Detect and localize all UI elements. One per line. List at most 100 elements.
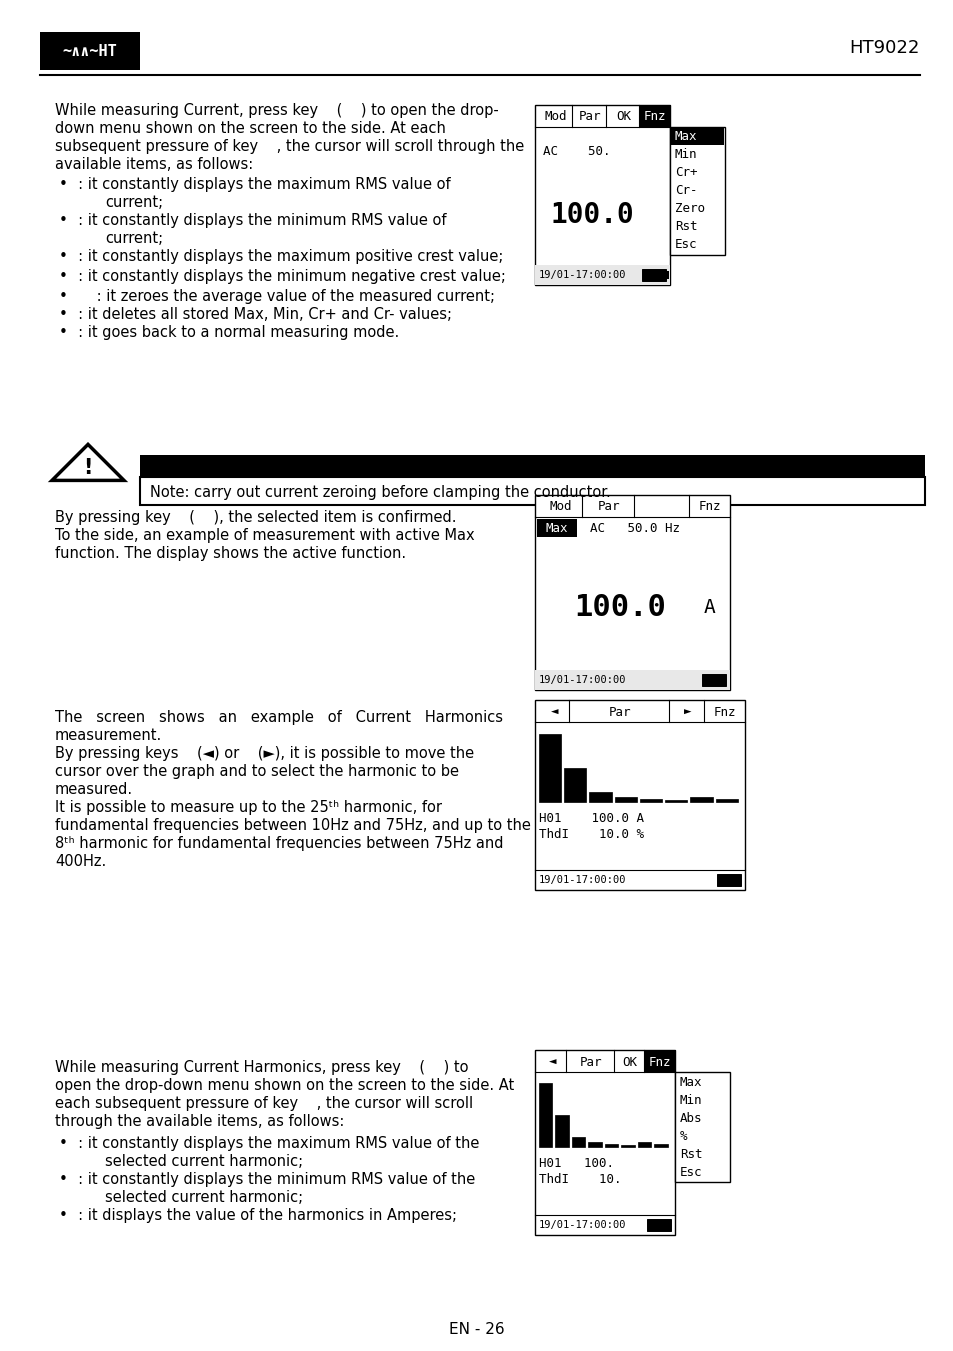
Text: : it constantly displays the maximum RMS value of: : it constantly displays the maximum RMS… <box>55 177 450 192</box>
Bar <box>641 269 665 281</box>
Text: Note: carry out current zeroing before clamping the conductor.: Note: carry out current zeroing before c… <box>150 485 610 500</box>
Text: : it displays the value of the harmonics in Amperes;: : it displays the value of the harmonics… <box>55 1208 456 1223</box>
Text: Abs: Abs <box>679 1112 701 1124</box>
Text: ThdI    10.0 %: ThdI 10.0 % <box>538 828 643 842</box>
Bar <box>535 105 669 285</box>
Text: Fnz: Fnz <box>643 111 665 123</box>
Bar <box>572 1138 585 1147</box>
Bar <box>535 265 669 285</box>
Text: function. The display shows the active function.: function. The display shows the active f… <box>55 546 406 561</box>
Text: : it constantly displays the minimum RMS value of the: : it constantly displays the minimum RMS… <box>55 1173 475 1188</box>
Text: Rst: Rst <box>675 220 697 234</box>
Bar <box>555 1115 568 1147</box>
Text: 100.0: 100.0 <box>550 201 634 230</box>
Bar <box>690 797 712 802</box>
Text: HT9022: HT9022 <box>849 39 919 57</box>
Bar <box>643 1050 676 1071</box>
Bar <box>670 128 723 145</box>
Text: EN - 26: EN - 26 <box>449 1323 504 1337</box>
Bar <box>639 798 661 802</box>
Bar <box>535 1050 675 1235</box>
Text: fundamental frequencies between 10Hz and 75Hz, and up to the: fundamental frequencies between 10Hz and… <box>55 817 530 834</box>
Bar <box>665 272 668 280</box>
Text: •: • <box>59 1136 68 1151</box>
Text: available items, as follows:: available items, as follows: <box>55 157 253 172</box>
Text: Min: Min <box>679 1093 701 1106</box>
Text: By pressing keys    (◄) or    (►), it is possible to move the: By pressing keys (◄) or (►), it is possi… <box>55 746 474 761</box>
Text: While measuring Current, press key    (    ) to open the drop-: While measuring Current, press key ( ) t… <box>55 103 498 118</box>
Bar <box>701 674 725 686</box>
Text: 400Hz.: 400Hz. <box>55 854 106 869</box>
Bar <box>535 700 744 890</box>
Text: Esc: Esc <box>679 1166 701 1178</box>
Text: •: • <box>59 1208 68 1223</box>
Bar <box>537 519 577 536</box>
Text: ThdI    10.: ThdI 10. <box>538 1173 620 1186</box>
Text: 100.0: 100.0 <box>574 593 665 621</box>
Text: selected current harmonic;: selected current harmonic; <box>105 1190 303 1205</box>
Text: •: • <box>59 213 68 228</box>
Text: down menu shown on the screen to the side. At each: down menu shown on the screen to the sid… <box>55 122 445 136</box>
Bar <box>669 127 724 255</box>
Text: Mod: Mod <box>549 500 572 513</box>
Text: •: • <box>59 307 68 322</box>
Text: ~∧∧~HT: ~∧∧~HT <box>63 43 117 58</box>
Text: •: • <box>59 326 68 340</box>
Text: AC   50.0 Hz: AC 50.0 Hz <box>589 521 679 535</box>
Text: %: % <box>679 1129 687 1143</box>
Text: Max: Max <box>679 1075 701 1089</box>
Bar <box>664 800 687 802</box>
Text: To the side, an example of measurement with active Max: To the side, an example of measurement w… <box>55 528 475 543</box>
Text: Fnz: Fnz <box>698 500 720 513</box>
Text: : it goes back to a normal measuring mode.: : it goes back to a normal measuring mod… <box>55 326 399 340</box>
Bar <box>717 874 740 886</box>
Text: Rst: Rst <box>679 1147 701 1161</box>
Bar <box>140 477 924 505</box>
Text: Par: Par <box>608 705 631 719</box>
Text: !: ! <box>83 458 92 478</box>
Text: •: • <box>59 289 68 304</box>
Text: through the available items, as follows:: through the available items, as follows: <box>55 1115 344 1129</box>
Text: measured.: measured. <box>55 782 133 797</box>
Bar <box>675 1071 729 1182</box>
Text: Fnz: Fnz <box>648 1055 671 1069</box>
Text: Fnz: Fnz <box>713 705 736 719</box>
Text: each subsequent pressure of key    , the cursor will scroll: each subsequent pressure of key , the cu… <box>55 1096 473 1111</box>
Text: Cr+: Cr+ <box>675 166 697 180</box>
Text: Max: Max <box>675 131 697 143</box>
Bar <box>604 1144 618 1147</box>
Text: ►: ► <box>683 705 691 719</box>
Text: While measuring Current Harmonics, press key    (    ) to: While measuring Current Harmonics, press… <box>55 1061 468 1075</box>
Bar <box>538 1084 552 1147</box>
Bar <box>40 32 140 70</box>
Text: : it constantly displays the maximum RMS value of the: : it constantly displays the maximum RMS… <box>55 1136 478 1151</box>
Text: 19/01-17:00:00: 19/01-17:00:00 <box>538 875 626 885</box>
Text: Par: Par <box>579 1055 601 1069</box>
Bar <box>715 800 738 802</box>
Text: Par: Par <box>578 111 600 123</box>
Text: 19/01-17:00:00: 19/01-17:00:00 <box>538 676 626 685</box>
Text: open the drop-down menu shown on the screen to the side. At: open the drop-down menu shown on the scr… <box>55 1078 514 1093</box>
Bar <box>614 797 637 802</box>
Text: 8ᵗʰ harmonic for fundamental frequencies between 75Hz and: 8ᵗʰ harmonic for fundamental frequencies… <box>55 836 503 851</box>
Text: By pressing key    (    ), the selected item is confirmed.: By pressing key ( ), the selected item i… <box>55 509 456 526</box>
Text: cursor over the graph and to select the harmonic to be: cursor over the graph and to select the … <box>55 765 458 780</box>
Text: The   screen   shows   an   example   of   Current   Harmonics: The screen shows an example of Current H… <box>55 711 502 725</box>
Bar <box>563 767 586 802</box>
Text: •: • <box>59 177 68 192</box>
Bar <box>638 1142 651 1147</box>
Bar <box>588 1142 601 1147</box>
Bar <box>620 1146 635 1147</box>
Text: OK: OK <box>616 111 630 123</box>
Bar <box>140 455 924 477</box>
Bar <box>654 1144 667 1147</box>
Text: 19/01-17:00:00: 19/01-17:00:00 <box>538 270 626 280</box>
Text: Max: Max <box>545 521 568 535</box>
Text: subsequent pressure of key    , the cursor will scroll through the: subsequent pressure of key , the cursor … <box>55 139 524 154</box>
Text: Mod: Mod <box>544 111 567 123</box>
Text: A: A <box>703 598 715 617</box>
Text: current;: current; <box>105 195 163 209</box>
Text: Zero: Zero <box>675 203 704 216</box>
Text: current;: current; <box>105 231 163 246</box>
Bar <box>538 734 560 802</box>
